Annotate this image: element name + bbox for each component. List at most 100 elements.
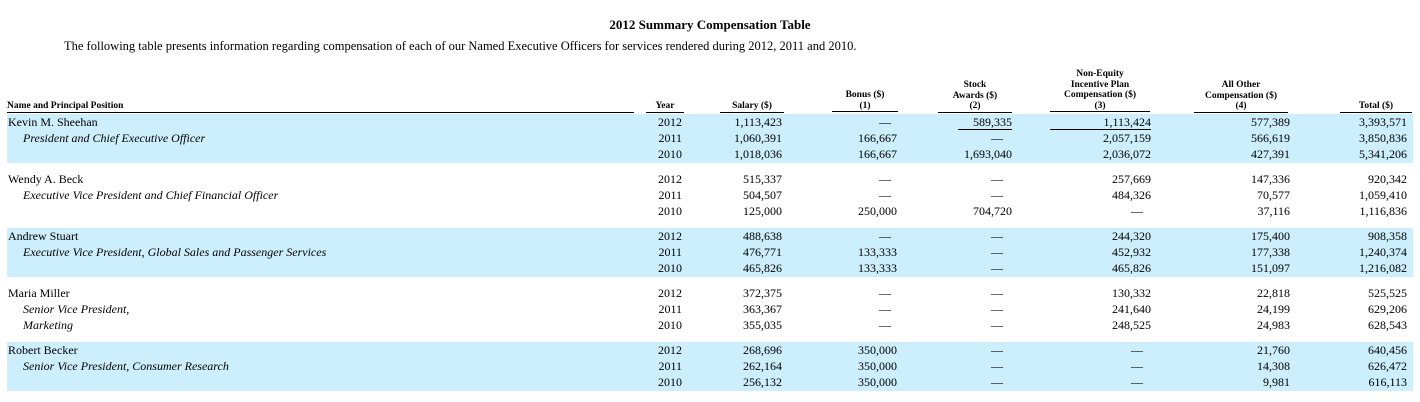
table-cell-neip: 257,669 [1112, 172, 1151, 186]
header-year: Year [646, 101, 684, 113]
table-cell-bonus: 133,333 [858, 245, 897, 259]
table-cell-year: 2011 [658, 359, 682, 373]
table-cell-salary: 1,060,391 [734, 131, 782, 145]
table-cell-neip: 2,036,072 [1103, 147, 1151, 161]
table-cell-year: 2012 [658, 115, 682, 129]
table-cell-bonus: 350,000 [858, 359, 897, 373]
table-cell-salary: 1,113,423 [734, 115, 782, 129]
table-cell-salary: 355,035 [743, 318, 782, 332]
header-total: Total ($) [1340, 101, 1412, 113]
table-cell-bonus: — [879, 229, 891, 243]
table-cell-other: 147,336 [1251, 172, 1290, 186]
table-cell-year: 2011 [658, 245, 682, 259]
table-cell-other: 22,818 [1257, 286, 1290, 300]
table-cell-bonus: 250,000 [858, 204, 897, 218]
table-cell-neip: 248,525 [1112, 318, 1151, 332]
table-cell-bonus: — [879, 318, 891, 332]
table-cell-stock: — [991, 359, 1003, 373]
table-cell-other: 24,199 [1257, 302, 1290, 316]
table-cell-other: 577,389 [1251, 115, 1290, 129]
officer-name: Robert Becker [8, 343, 78, 357]
table-cell-neip: 1,113,424 [1103, 115, 1151, 129]
officer-name: Maria Miller [8, 286, 70, 300]
table-cell-neip: 484,326 [1112, 188, 1151, 202]
table-cell-bonus: — [879, 188, 891, 202]
table-cell-neip: 241,640 [1112, 302, 1151, 316]
table-cell-total: 616,113 [1368, 375, 1407, 389]
table-cell-salary: 256,132 [743, 375, 782, 389]
header-bonus: Bonus ($) (1) [832, 90, 898, 112]
table-cell-total: 5,341,206 [1359, 147, 1407, 161]
table-cell-salary: 515,337 [743, 172, 782, 186]
table-cell-total: 1,059,410 [1359, 188, 1407, 202]
table-cell-bonus: — [879, 286, 891, 300]
table-cell-salary: 476,771 [743, 245, 782, 259]
table-cell-bonus: — [879, 115, 891, 129]
table-cell-neip: — [1131, 359, 1143, 373]
table-cell-bonus: 166,667 [858, 131, 897, 145]
table-cell-bonus: 350,000 [858, 343, 897, 357]
table-cell-neip: — [1131, 375, 1143, 389]
table-cell-neip: 465,826 [1112, 261, 1151, 275]
row-band [7, 114, 1413, 163]
table-cell-other: 14,308 [1257, 359, 1290, 373]
table-cell-stock: — [991, 172, 1003, 186]
column-rule [1050, 129, 1151, 130]
table-cell-stock: — [991, 302, 1003, 316]
officer-title: Marketing [23, 318, 73, 332]
table-cell-stock: 1,693,040 [964, 147, 1012, 161]
officer-title: President and Chief Executive Officer [23, 131, 206, 145]
table-cell-total: 1,116,836 [1359, 204, 1407, 218]
table-cell-salary: 488,638 [743, 229, 782, 243]
table-cell-stock: — [991, 286, 1003, 300]
table-cell-salary: 125,000 [743, 204, 782, 218]
table-cell-total: 908,358 [1368, 229, 1407, 243]
header-all-other: All Other Compensation ($) (4) [1194, 80, 1288, 113]
table-cell-other: 24,983 [1257, 318, 1290, 332]
table-cell-year: 2012 [658, 229, 682, 243]
table-cell-total: 629,206 [1368, 302, 1407, 316]
table-cell-other: 177,338 [1251, 245, 1290, 259]
table-cell-total: 525,525 [1368, 286, 1407, 300]
table-cell-stock: — [991, 131, 1003, 145]
table-cell-other: 427,391 [1251, 147, 1290, 161]
table-cell-year: 2011 [658, 131, 682, 145]
table-cell-other: 37,116 [1257, 204, 1290, 218]
table-cell-salary: 465,826 [743, 261, 782, 275]
table-cell-year: 2011 [658, 302, 682, 316]
officer-title: Executive Vice President and Chief Finan… [23, 188, 279, 202]
table-cell-year: 2010 [658, 261, 682, 275]
header-stock-awards: Stock Awards ($) (2) [938, 80, 1012, 113]
table-cell-total: 920,342 [1368, 172, 1407, 186]
officer-title: Senior Vice President, Consumer Research [23, 359, 229, 373]
table-cell-other: 70,577 [1257, 188, 1290, 202]
table-cell-other: 151,097 [1251, 261, 1290, 275]
table-cell-year: 2010 [658, 375, 682, 389]
column-rule [958, 129, 1012, 130]
officer-name: Andrew Stuart [8, 229, 79, 243]
table-cell-stock: — [991, 229, 1003, 243]
table-cell-other: 21,760 [1257, 343, 1290, 357]
table-cell-bonus: — [879, 302, 891, 316]
table-cell-stock: 704,720 [973, 204, 1012, 218]
header-salary: Salary ($) [720, 101, 784, 113]
table-cell-neip: — [1131, 343, 1143, 357]
table-cell-neip: 244,320 [1112, 229, 1151, 243]
table-cell-total: 3,850,836 [1359, 131, 1407, 145]
table-cell-salary: 363,367 [743, 302, 782, 316]
table-cell-neip: 452,932 [1112, 245, 1151, 259]
page-title: 2012 Summary Compensation Table [609, 17, 811, 32]
table-cell-year: 2010 [658, 147, 682, 161]
row-band [7, 342, 1413, 391]
table-cell-bonus: 350,000 [858, 375, 897, 389]
row-band [7, 228, 1413, 277]
table-cell-salary: 372,375 [743, 286, 782, 300]
table-cell-year: 2012 [658, 172, 682, 186]
table-cell-neip: 2,057,159 [1103, 131, 1151, 145]
table-cell-stock: — [991, 375, 1003, 389]
table-cell-stock: — [991, 245, 1003, 259]
table-cell-bonus: 166,667 [858, 147, 897, 161]
table-cell-neip: — [1131, 204, 1143, 218]
table-cell-total: 626,472 [1368, 359, 1407, 373]
table-cell-other: 9,981 [1263, 375, 1290, 389]
